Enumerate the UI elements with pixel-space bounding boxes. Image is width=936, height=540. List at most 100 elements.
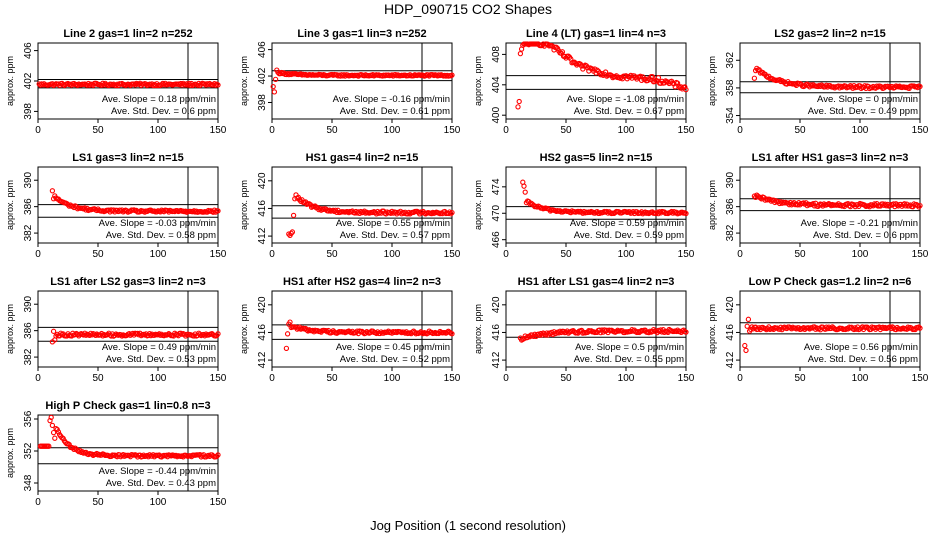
data-point [883,203,890,209]
x-tick-label: 150 [210,125,227,136]
data-point [800,200,807,206]
data-point [683,86,689,93]
x-tick-label: 150 [210,249,227,260]
data-point [389,72,395,78]
data-point [742,342,748,349]
data-point [598,72,604,78]
y-tick-label: 398 [257,94,268,111]
data-point [521,183,527,189]
chart-panel: Line 2 gas=1 lin=2 n=252 0 50 100 150 398 402 4… [5,28,227,136]
y-tick-label: 402 [257,67,268,84]
x-tick-label: 100 [150,373,167,384]
data-point [283,345,290,351]
data-point [522,189,528,195]
data-point [114,81,120,87]
data-point [140,452,147,458]
data-point [605,210,611,216]
chart-panel: HS1 gas=4 lin=2 n=15 0 50 100 150 412 416 420 ap… [239,152,461,260]
chart-panel: LS1 gas=3 lin=2 n=15 0 50 100 150 382 386 390 ap… [5,152,227,260]
data-point [50,196,57,202]
y-tick-label: 412 [257,227,268,244]
data-point [124,208,130,214]
x-tick-label: 0 [269,249,275,260]
x-tick-label: 0 [503,249,509,260]
x-tick-label: 50 [794,249,806,260]
x-axis-label: Jog Position (1 second resolution) [370,518,566,533]
y-tick-label: 412 [491,351,502,368]
slope-stat: Ave. Slope = -0.21 ppm/min [801,218,918,229]
x-tick-label: 100 [150,497,167,508]
data-point [449,209,455,216]
data-point [805,325,812,331]
plot-frame [505,290,687,368]
data-point [425,72,431,78]
chart-title: Line 4 (LT) gas=1 lin=4 n=3 [526,28,666,40]
data-point [139,453,146,460]
y-tick-label: 406 [23,42,34,59]
x-tick-label: 100 [384,373,401,384]
data-point [66,203,72,209]
x-tick-label: 100 [618,249,635,260]
data-point [137,208,143,215]
data-point [744,323,750,329]
data-point [917,325,923,331]
data-point [182,208,189,214]
data-point [215,331,221,337]
y-tick-label: 356 [23,410,34,427]
data-point [83,332,89,338]
data-point [214,453,220,459]
chart-panel: Line 3 gas=1 lin=3 n=252 0 50 100 150 398 402 4… [239,28,461,136]
y-tick-label: 416 [257,324,268,341]
data-point [673,328,680,335]
x-tick-label: 0 [35,373,41,384]
data-point [40,82,46,88]
std-dev-stat: Ave. Std. Dev. = 0.61 ppm [340,106,450,117]
data-point [830,84,837,90]
x-tick-label: 150 [678,373,695,384]
chart-panel: Line 4 (LT) gas=1 lin=4 n=3 0 50 100 150 400 4… [473,28,695,136]
data-point [601,327,608,333]
data-point [287,319,293,325]
data-point [811,203,818,209]
x-tick-label: 100 [852,249,869,260]
chart-title: HS1 gas=4 lin=2 n=15 [306,152,419,164]
y-tick-label: 398 [23,103,34,120]
data-point [98,452,105,458]
std-dev-stat: Ave. Std. Dev. = 0.56 ppm [808,354,918,365]
data-point [272,76,279,82]
data-point [661,329,668,336]
data-point [773,198,779,204]
x-tick-label: 100 [852,373,869,384]
data-point [517,50,524,57]
page-title: HDP_090715 CO2 Shapes [383,1,553,17]
x-tick-label: 150 [912,373,929,384]
std-dev-stat: Ave. Std. Dev. = 0.53 ppm [106,354,216,365]
data-point [52,435,58,441]
data-point [215,208,221,214]
std-dev-stat: Ave. Std. Dev. = 0.6 ppm [813,230,918,241]
y-axis-label: approx. ppm [707,56,717,106]
data-point [683,329,689,335]
chart-title: LS2 gas=2 lin=2 n=15 [774,28,886,40]
data-point [270,83,276,90]
y-tick-label: 390 [725,171,736,188]
x-tick-label: 100 [384,125,401,136]
y-tick-label: 400 [491,106,502,123]
data-point [402,330,408,336]
y-axis-label: approx. ppm [5,180,15,230]
y-tick-label: 420 [257,172,268,189]
data-point [86,82,93,88]
y-tick-label: 402 [23,72,34,89]
x-tick-label: 50 [560,373,572,384]
data-point [49,422,56,429]
data-point [683,210,689,217]
data-point [215,82,221,88]
data-point [289,229,296,235]
data-point [119,333,125,339]
chart-panel: LS1 after LS2 gas=3 lin=2 n=3 0 50 100 150 38… [5,276,227,384]
x-tick-label: 0 [35,249,41,260]
data-point [89,451,95,457]
chart-panel: HS1 after HS2 gas=4 lin=2 n=3 0 50 100 150 41… [239,276,461,384]
data-point [118,208,124,214]
x-tick-label: 50 [92,125,104,136]
